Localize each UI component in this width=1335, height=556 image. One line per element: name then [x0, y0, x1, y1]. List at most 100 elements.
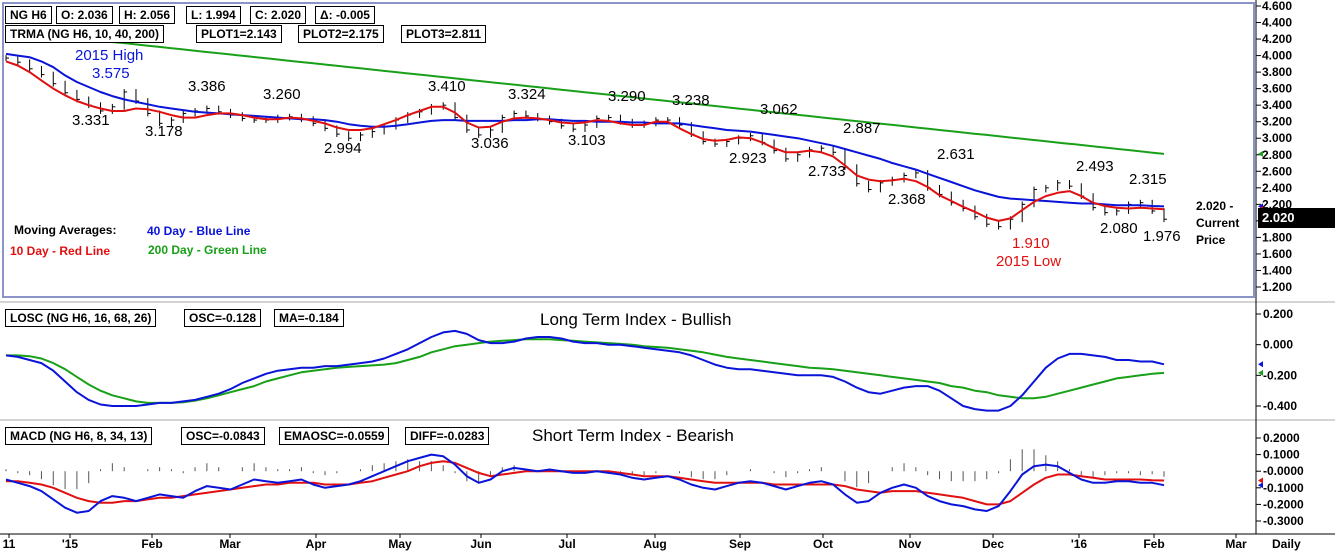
- time-tick-label: Nov: [899, 537, 922, 551]
- time-tick-label: '15: [62, 537, 79, 551]
- ohlc-change: Δ: -0.005: [315, 6, 375, 24]
- series-layer: [5, 36, 1263, 514]
- price-tick-label: 3.800: [1262, 65, 1292, 79]
- trma-plot1: PLOT1=2.143: [196, 25, 282, 43]
- ohlc-symbol: NG H6: [5, 6, 52, 24]
- losc-ma-line: [6, 338, 1165, 404]
- time-tick-label: Aug: [643, 537, 666, 551]
- annotation-2733: 2.733: [808, 163, 846, 180]
- price-tick-label: 1.800: [1262, 230, 1292, 244]
- losc-osc-line: [5, 329, 1165, 412]
- panel-divider: [0, 301, 1335, 303]
- price-tick-label: 2.200: [1262, 197, 1292, 211]
- annotation-1910: 1.910: [1012, 235, 1050, 252]
- losc-title: Long Term Index - Bullish: [540, 310, 732, 329]
- axis-layer: 4.600 4.400 4.200 4.000 3.800 3.600 3.400 3.200…: [3, 0, 1304, 551]
- annotation-3238: 3.238: [672, 92, 710, 109]
- annotation-3324: 3.324: [508, 86, 546, 103]
- series-200-day-line: [69, 36, 1165, 155]
- annotation-2080: 2.080: [1100, 220, 1138, 237]
- macd-title: Short Term Index - Bearish: [532, 426, 734, 445]
- time-tick-label: Mar: [1225, 537, 1247, 551]
- current-price-box: 2.020: [1258, 208, 1335, 228]
- macd-tick-label: -0.3000: [1263, 514, 1304, 528]
- macd-label: MACD (NG H6, 8, 34, 13): [5, 427, 153, 445]
- marker-200-day: [1258, 150, 1263, 157]
- time-tick-label: Oct: [813, 537, 833, 551]
- trma-label: TRMA (NG H6, 10, 40, 200): [5, 25, 164, 43]
- losc-tick-label: 0.000: [1263, 338, 1293, 352]
- annotation-2368: 2.368: [888, 191, 926, 208]
- ohlc-close: C: 2.020: [250, 6, 307, 24]
- macd-osc-line: [5, 453, 1165, 514]
- price-tick-label: 2.400: [1262, 181, 1292, 195]
- trma-plot3: PLOT3=2.811: [401, 25, 487, 43]
- price-panel-frame: [2, 2, 1255, 298]
- time-tick-label: Sep: [729, 537, 751, 551]
- ohlc-low: L: 1.994: [186, 6, 241, 24]
- macd-osc: OSC=-0.0843: [181, 427, 265, 445]
- annotation-3410: 3.410: [428, 78, 466, 95]
- legend-green: 200 Day - Green Line: [148, 243, 267, 257]
- series-10-day-line: [5, 60, 1165, 222]
- time-tick-label: 11: [3, 537, 16, 551]
- annotation-2015-low: 2015 Low: [996, 253, 1062, 270]
- annotation-2493: 2.493: [1076, 158, 1114, 175]
- time-tick-label: Feb: [1143, 537, 1164, 551]
- annotation-2994: 2.994: [324, 140, 362, 157]
- marker-losc-osc: [1258, 361, 1263, 368]
- price-tick-label: 3.400: [1262, 98, 1292, 112]
- annotation-2923: 2.923: [729, 150, 767, 167]
- series-40-day-line: [5, 52, 1165, 208]
- macd-emaosc-line: [6, 460, 1165, 506]
- legend-heading: Moving Averages:: [14, 223, 117, 237]
- current-price-label-2: Price: [1196, 233, 1226, 247]
- annotation-3103: 3.103: [568, 132, 606, 149]
- time-tick-label: Dec: [982, 537, 1004, 551]
- time-tick-label: Mar: [219, 537, 241, 551]
- price-tick-label: 4.000: [1262, 49, 1292, 63]
- price-tick-label: 4.200: [1262, 32, 1292, 46]
- price-tick-label: 2.600: [1262, 164, 1292, 178]
- time-tick-label: '16: [1071, 537, 1088, 551]
- annotation-3331: 3.331: [72, 112, 110, 129]
- time-tick-label: Jul: [558, 537, 575, 551]
- marker-losc-ma: [1258, 369, 1263, 376]
- price-tick-label: 4.600: [1262, 0, 1292, 13]
- annotation-2015-high: 2015 High: [75, 47, 144, 64]
- time-tick-label: May: [388, 537, 412, 551]
- annotation-3386: 3.386: [188, 78, 226, 95]
- macd-tick-label: 0.1000: [1263, 448, 1300, 462]
- price-tick-label: 1.400: [1262, 263, 1292, 277]
- macd-tick-label: 0.2000: [1263, 431, 1300, 445]
- losc-label: LOSC (NG H6, 16, 68, 26): [5, 309, 157, 327]
- time-tick-label: Jun: [470, 537, 491, 551]
- losc-ma: MA=-0.184: [274, 309, 344, 327]
- losc-tick-label: 0.200: [1263, 307, 1293, 321]
- legend-blue: 40 Day - Blue Line: [147, 224, 251, 238]
- trma-plot2: PLOT2=2.175: [298, 25, 384, 43]
- annotation-3290: 3.290: [608, 88, 646, 105]
- macd-diff: DIFF=-0.0283: [405, 427, 490, 445]
- macd-tick-label: -0.0000: [1263, 464, 1304, 478]
- annotation-2887: 2.887: [843, 120, 881, 137]
- annotation-2631: 2.631: [937, 146, 975, 163]
- macd-emaosc: EMAOSC=-0.0559: [279, 427, 390, 445]
- annotation-3178: 3.178: [145, 123, 183, 140]
- time-tick-label: Apr: [306, 537, 327, 551]
- panel-divider: [0, 419, 1335, 421]
- price-tick-label: 1.200: [1262, 280, 1292, 294]
- annotation-3260: 3.260: [263, 86, 301, 103]
- macd-tick-label: -0.2000: [1263, 497, 1304, 511]
- losc-tick-label: -0.400: [1263, 399, 1297, 413]
- losc-osc: OSC=-0.128: [184, 309, 262, 327]
- annotation-3575: 3.575: [92, 65, 130, 82]
- price-tick-label: 3.600: [1262, 82, 1292, 96]
- price-tick-label: 3.000: [1262, 131, 1292, 145]
- annotation-1976: 1.976: [1143, 228, 1181, 245]
- macd-tick-label: -0.1000: [1263, 481, 1304, 495]
- losc-tick-label: -0.200: [1263, 368, 1297, 382]
- annotation-2315: 2.315: [1129, 171, 1167, 188]
- legend-red: 10 Day - Red Line: [10, 244, 111, 258]
